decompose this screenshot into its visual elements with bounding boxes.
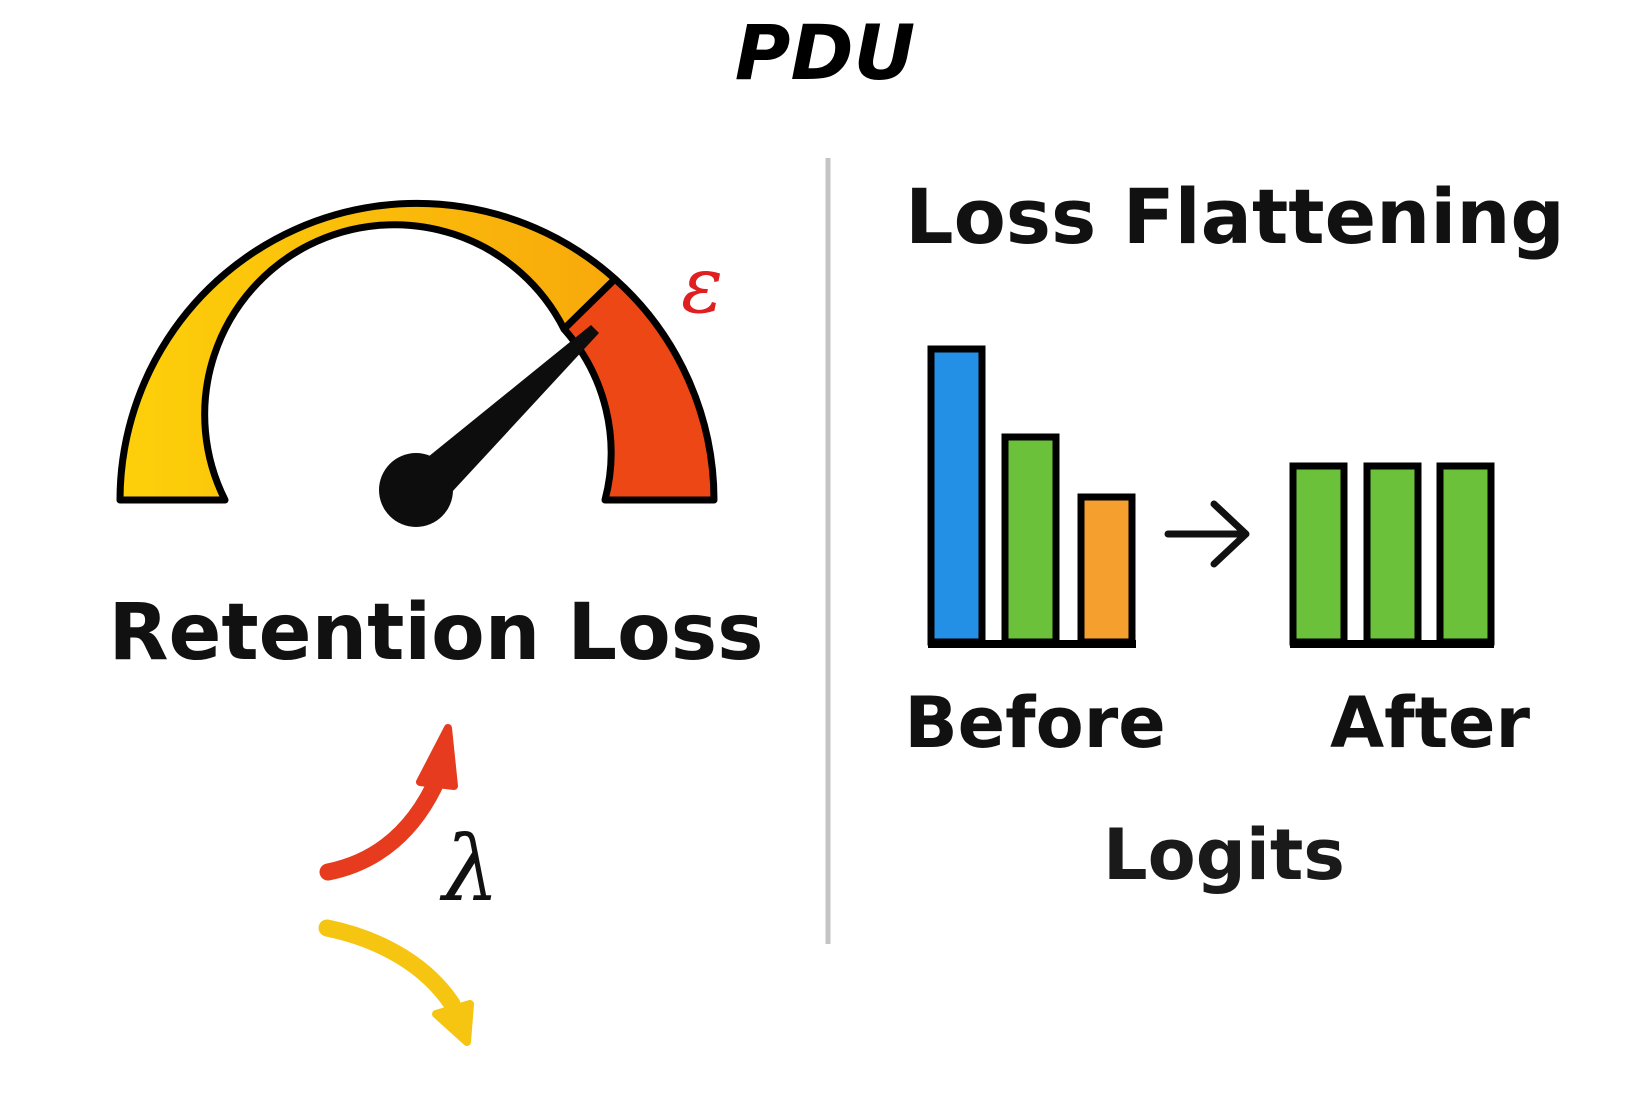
page-title: PDU [735, 8, 916, 97]
right-arrow-icon [1164, 500, 1250, 568]
lambda-symbol: λ [439, 817, 499, 922]
before-bars [927, 345, 1136, 648]
logits-caption: Logits [1103, 814, 1345, 896]
loss-flattening-heading: Loss Flattening [905, 172, 1565, 261]
gauge-safe-band [116, 199, 619, 504]
before-bar-1 [927, 345, 986, 646]
after-bars [1289, 462, 1495, 648]
gauge-danger-band [560, 275, 718, 504]
retention-loss-label: Retention Loss [108, 588, 763, 678]
before-label: Before [904, 682, 1165, 764]
gauge-needle-hub [379, 453, 453, 527]
after-bar-2 [1363, 462, 1422, 646]
gauge-needle [407, 325, 599, 506]
after-bar-1 [1289, 462, 1348, 646]
after-label: After [1330, 682, 1531, 764]
retention-gauge-icon [116, 199, 718, 527]
after-bar-3 [1436, 462, 1495, 646]
before-bar-3 [1077, 493, 1136, 646]
before-bar-2 [1001, 433, 1060, 646]
curved-arrow-down-icon [318, 919, 474, 1046]
curved-arrow-up-icon [319, 724, 458, 881]
epsilon-symbol: ε [681, 241, 723, 331]
